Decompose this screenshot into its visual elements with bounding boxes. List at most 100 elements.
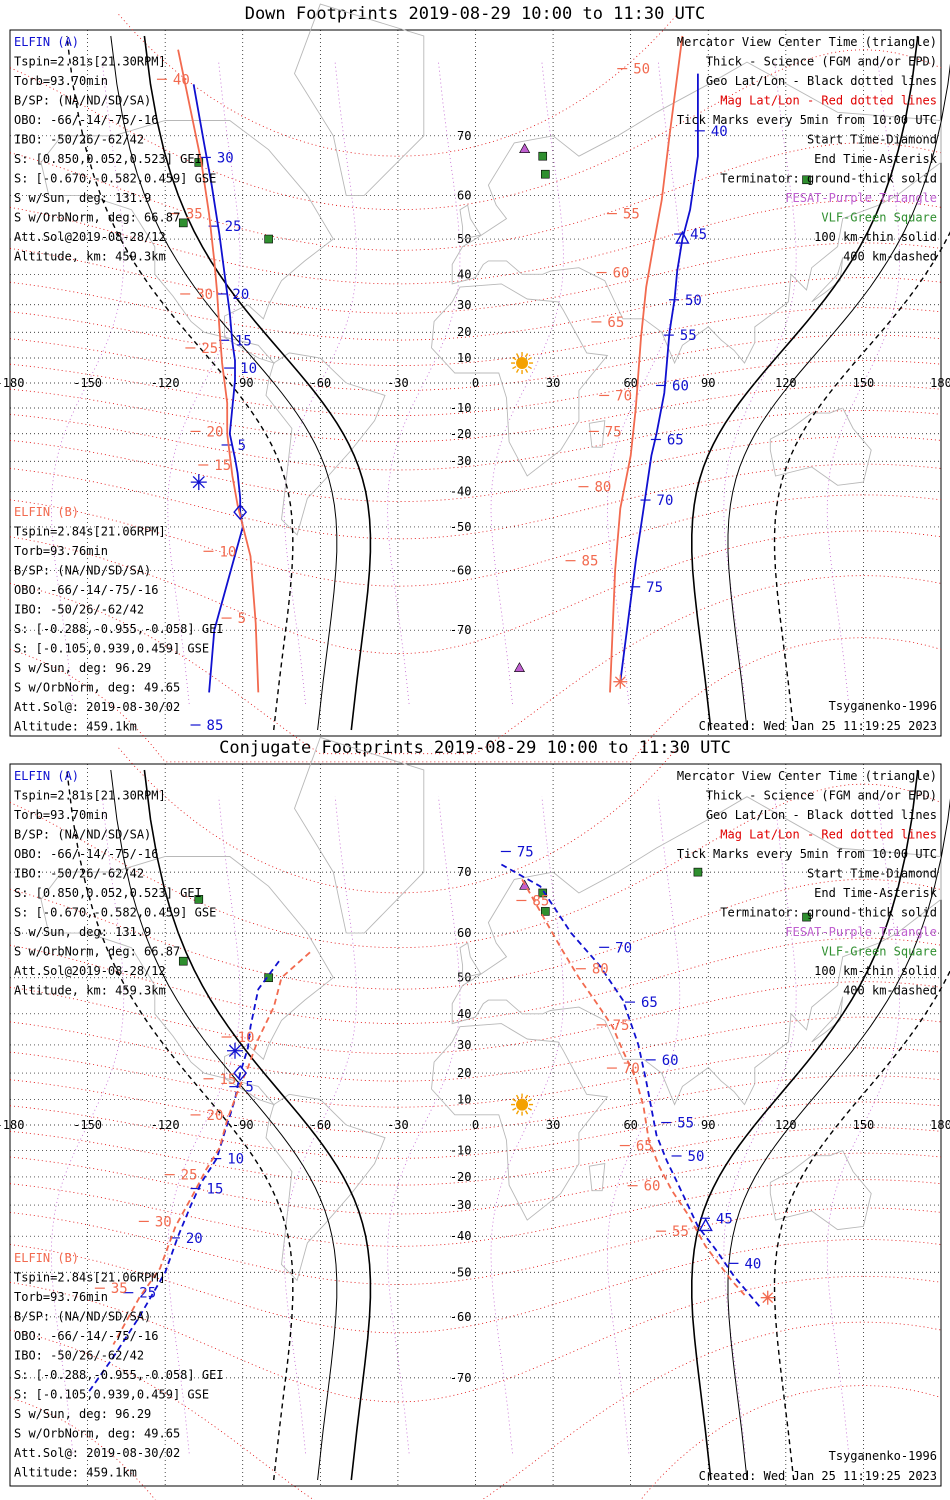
time-tick-label: 20 (207, 1108, 224, 1124)
elfin-b-info-line: S: [-0.105,0.939,0.459] GSE (14, 1388, 209, 1402)
time-tick-label: 20 (207, 424, 224, 440)
mag-meridian-line (490, 796, 564, 1454)
time-tick-label: 25 (139, 1286, 156, 1302)
terminator-400km-west (66, 35, 294, 731)
vlf-square (693, 867, 703, 877)
start-diamond (233, 1064, 248, 1082)
vlf-square (178, 218, 188, 228)
time-tick-label: 85 (532, 893, 549, 909)
sun-icon (516, 357, 529, 370)
lat-tick-label: -40 (450, 1229, 472, 1243)
time-tick-label: 80 (592, 962, 609, 978)
time-tick-label: 60 (662, 1053, 679, 1069)
elfin-a-info-line: IBO: -50/26/-62/42 (14, 133, 144, 147)
lat-tick-label: 20 (457, 325, 471, 339)
vlf-square (264, 234, 273, 244)
elfin-a-name: ELFIN (A) (14, 769, 79, 783)
elfin-a-info-line: S: [0.850,0.052,0.523] GEI (14, 152, 202, 166)
coastline (811, 996, 844, 1043)
time-tick-label: 10 (238, 1030, 255, 1046)
coastline (40, 856, 334, 1106)
terminator-ground-east (691, 35, 919, 731)
elfin-b-info-line: IBO: -50/26/-62/42 (14, 603, 144, 617)
lat-tick-label: 10 (457, 351, 471, 365)
time-tick-label: 75 (517, 844, 534, 860)
sun-ray (527, 1107, 532, 1111)
vlf-square (538, 888, 548, 898)
vlf-square (538, 151, 548, 161)
lat-tick-label: -50 (450, 1265, 472, 1279)
elfin-b-name: ELFIN (B) (14, 505, 79, 519)
lon-tick-label: 150 (853, 1118, 875, 1132)
time-tick-label: 10 (240, 361, 257, 377)
terminator-ground-west (143, 35, 372, 731)
lon-tick-label: 180 (930, 376, 950, 390)
mag-meridian-line (723, 62, 797, 704)
elfin-b-info-line: S: [-0.105,0.939,0.459] GSE (14, 642, 209, 656)
lat-tick-label: 60 (457, 188, 471, 202)
created-timestamp: Created: Wed Jan 25 11:19:25 2023 (699, 1469, 937, 1483)
time-tick-label: 5 (245, 1080, 253, 1096)
vlf-square (178, 956, 188, 966)
elfin-b-info-line: S w/OrbNorm, deg: 49.65 (14, 1427, 180, 1441)
legend-line: End Time-Asterisk (814, 152, 938, 166)
coastline (769, 407, 872, 486)
elfin-a-info-line: S w/Sun, deg: 131.9 (14, 191, 151, 205)
time-tick-label: 65 (667, 432, 684, 448)
lon-tick-label: 150 (853, 376, 875, 390)
lat-tick-label: 40 (457, 267, 471, 281)
lon-tick-label: -120 (151, 1118, 180, 1132)
time-tick-label: 70 (615, 388, 632, 404)
legend-line: 400 km-dashed (843, 250, 937, 264)
vlf-square (194, 895, 204, 904)
elfin-b-info-line: S w/Sun, deg: 96.29 (14, 661, 151, 675)
time-tick-label: 70 (623, 1061, 640, 1077)
terminator-ground-west (143, 769, 372, 1481)
mag-grid-line (9, 463, 942, 540)
elfin-a-info-line: Altitude, km: 459.3km (14, 250, 166, 264)
mag-meridian-line (606, 62, 681, 704)
mag-grid-line (9, 242, 942, 314)
lon-tick-label: 30 (546, 1118, 560, 1132)
lat-tick-label: 30 (457, 1038, 471, 1052)
lon-tick-label: -150 (73, 376, 102, 390)
time-tick-label: 70 (657, 493, 674, 509)
sun-ray (515, 1094, 520, 1099)
lon-tick-label: -180 (0, 1118, 24, 1132)
end-asterisk-elfin-b (762, 1292, 774, 1304)
sun-ray (524, 1110, 529, 1115)
elfin-a-info-line: OBO: -66/-14/-75/-16 (14, 113, 159, 127)
coastline (265, 352, 386, 536)
legend-line: 100 km-thin solid (814, 230, 937, 244)
elfin-b-info-line: S: [-0.288,-0.955,-0.058] GEI (14, 1368, 224, 1382)
elfin-a-name: ELFIN (A) (14, 35, 79, 49)
end-asterisk (228, 1044, 242, 1057)
lat-tick-label: 40 (457, 1007, 471, 1021)
legend-line: FESAT-Purple Triangle (785, 191, 937, 205)
legend-line: 400 km-dashed (843, 984, 937, 998)
time-tick-label: 50 (685, 293, 702, 309)
elfin-a-info-line: S: [-0.670,-0.582,0.459] GSE (14, 172, 216, 186)
legend-line: Thick - Science (FGM and/or EPD) (706, 789, 937, 803)
lat-tick-label: -10 (450, 1144, 472, 1158)
legend-line: 100 km-thin solid (814, 964, 937, 978)
lon-tick-label: -60 (309, 1118, 331, 1132)
coastline (294, 3, 425, 196)
time-tick-label: 50 (688, 1149, 705, 1165)
elfin-a-info-line: Tspin=2.81s[21.30RPM] (14, 789, 166, 803)
time-tick-label: 60 (672, 378, 689, 394)
legend-line: Mercator View Center Time (triangle) (677, 35, 937, 49)
time-tick-label: 30 (217, 150, 234, 166)
legend-line: Geo Lat/Lon - Black dotted lines (706, 74, 937, 88)
legend-line: FESAT-Purple Triangle (785, 925, 937, 939)
lon-tick-label: -30 (387, 1118, 409, 1132)
elfin-b-info-line: IBO: -50/26/-62/42 (14, 1349, 144, 1363)
footprint-track-elfin-b (112, 951, 311, 1345)
coastline (459, 204, 482, 240)
lon-tick-label: 0 (472, 1118, 479, 1132)
lon-tick-label: 90 (701, 376, 715, 390)
footprint-track-elfin-b (609, 35, 684, 693)
time-tick-label: 60 (644, 1179, 661, 1195)
map-panel-down: 70605040302010-10-20-30-40-50-60-70-180-… (0, 3, 950, 763)
sun-ray (527, 356, 532, 361)
